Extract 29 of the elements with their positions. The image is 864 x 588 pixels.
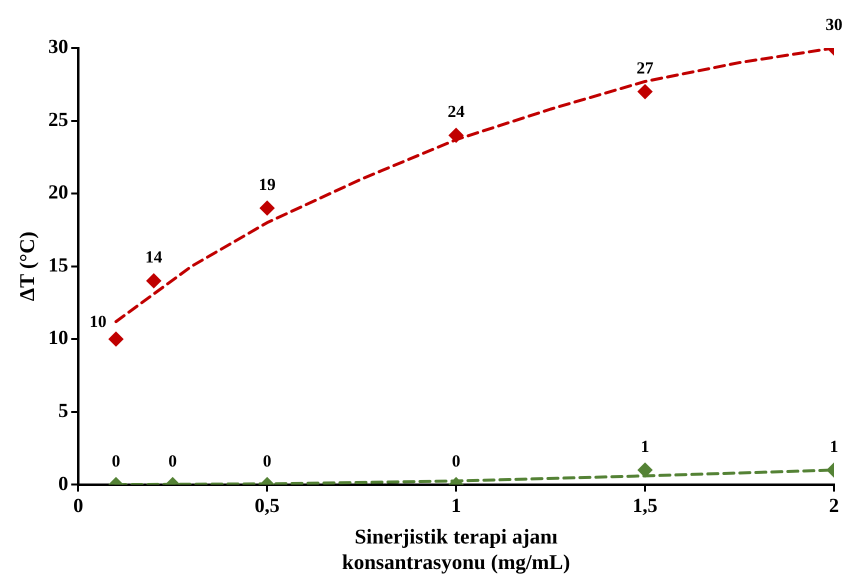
data-label: 27 [636, 58, 654, 78]
y-axis-title: ΔT (°C) [15, 231, 40, 302]
data-label: 0 [452, 451, 460, 470]
x-tick-label: 0 [73, 494, 84, 517]
y-tick-label: 10 [48, 327, 68, 350]
x-tick-label: 0,5 [254, 494, 280, 517]
y-tick-label: 20 [48, 182, 68, 204]
y-tick-label: 15 [48, 254, 68, 276]
x-tick-label: 1 [451, 494, 462, 517]
point [260, 200, 275, 216]
x-tick-label: 1,5 [632, 494, 658, 517]
x-tick-label: 2 [829, 494, 839, 517]
y-tick-label: 0 [58, 472, 68, 495]
data-label: 1 [830, 436, 838, 456]
point [146, 273, 162, 288]
data-label: 0 [168, 451, 177, 470]
data-label: 0 [262, 451, 272, 470]
data-label: 0 [112, 451, 120, 470]
data-label: 1 [640, 436, 650, 456]
y-tick-label: 30 [48, 36, 68, 58]
data-label: 14 [145, 248, 163, 267]
data-label: 30 [826, 14, 842, 34]
y-tick-label: 25 [48, 108, 68, 131]
data-label: 24 [448, 102, 466, 122]
y-tick-label: 5 [58, 400, 68, 422]
data-label: 19 [258, 174, 276, 194]
point [448, 128, 464, 143]
data-label: 10 [89, 312, 106, 331]
x-axis-title: Sinerjistik terapi ajanı konsantrasyonu (mg/mL) [342, 524, 570, 574]
